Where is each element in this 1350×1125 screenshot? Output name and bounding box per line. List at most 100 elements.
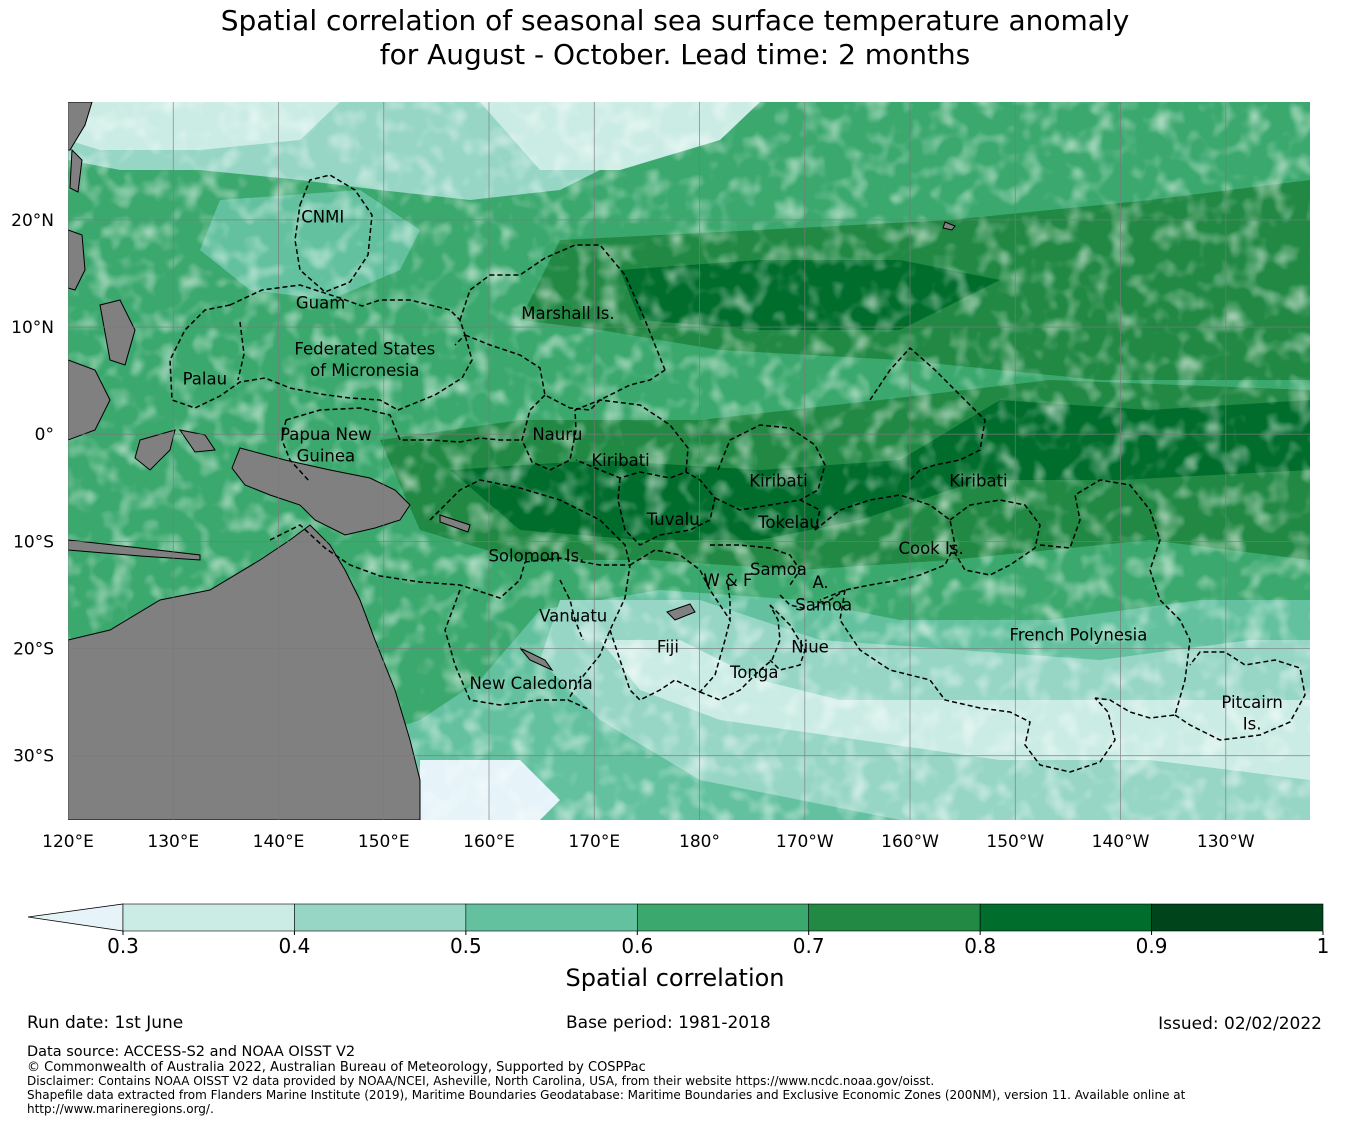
- taiwan: [69, 148, 83, 193]
- region-label: Cook Is.: [898, 539, 963, 558]
- issued-date: Issued: 02/02/2022: [1158, 1014, 1322, 1034]
- map-plot-area: CNMI Guam Marshall Is. Federated States of M…: [68, 102, 1310, 820]
- region-label: Marshall Is.: [521, 304, 614, 323]
- marshall-north-boundary: [459, 244, 666, 371]
- fiji-island: [666, 603, 696, 621]
- sulawesi: [134, 429, 176, 471]
- cook-islands-boundary: [814, 494, 956, 601]
- lon-tick-label: 140°W: [1092, 832, 1150, 852]
- colorbar-extend-triangle: [27, 903, 124, 932]
- lat-tick-label: 30°S: [13, 747, 54, 767]
- french-polynesia-north-boundary: [949, 499, 1041, 576]
- png-north-boundary: [285, 407, 522, 443]
- nauru-boundary: [521, 394, 577, 471]
- samoa-boundary: [710, 544, 801, 586]
- kiribati-phoenix-boundary: [717, 424, 826, 501]
- china-coast: [68, 102, 93, 151]
- lon-tick-label: 160°E: [463, 832, 515, 852]
- disclaimer: Disclaimer: Contains NOAA OISST V2 data …: [27, 1074, 935, 1088]
- cnmi-boundary: [294, 174, 373, 293]
- vanuatu-east-boundary: [524, 557, 631, 701]
- colorbar-segment: [1151, 903, 1324, 932]
- lon-tick-label: 180°: [679, 832, 720, 852]
- data-source: Data source: ACCESS-S2 and NOAA OISST V2: [27, 1044, 356, 1060]
- tokelau-boundary: [714, 497, 821, 531]
- new-caledonia: [519, 647, 554, 672]
- colorbar-segment: [636, 903, 810, 932]
- region-label: of Micronesia: [310, 361, 419, 380]
- solomon-islands: [439, 514, 471, 533]
- colorbar-tick-label: 0.4: [279, 934, 311, 958]
- eez-boundaries: [169, 174, 1306, 773]
- american-samoa-boundary: [779, 589, 846, 611]
- lon-tick-label: 120°E: [42, 832, 94, 852]
- french-polynesia-south-boundary: [839, 589, 1116, 773]
- colorbar-segment: [979, 903, 1152, 932]
- palau-boundary: [169, 304, 399, 411]
- lon-tick-label: 170°E: [568, 832, 620, 852]
- lat-tick-label: 20°N: [11, 211, 54, 231]
- region-label: Tuvalu: [646, 510, 700, 529]
- lesser-sundas: [68, 539, 201, 561]
- region-label: Niue: [791, 637, 829, 656]
- region-label: New Caledonia: [469, 674, 592, 693]
- colorbar-segments: [122, 903, 1324, 932]
- region-label: Kiribati: [591, 451, 649, 470]
- correlation-map: CNMI Guam Marshall Is. Federated States of M…: [11, 102, 1329, 958]
- region-labels: CNMI Guam Marshall Is. Federated States of M…: [183, 208, 1283, 734]
- lat-tick-label: 10°S: [13, 532, 54, 552]
- region-label: Tonga: [729, 663, 778, 682]
- lat-tick-label: 10°N: [11, 318, 54, 338]
- colorbar-tick-label: 0.3: [107, 934, 139, 958]
- fsm-north-boundary: [229, 284, 466, 346]
- region-label: Guam: [296, 293, 345, 312]
- shapefile-url: http://www.marineregions.org/.: [27, 1102, 214, 1116]
- colorbar-tick-label: 0.8: [964, 934, 996, 958]
- colorbar-tick-label: 0.5: [450, 934, 482, 958]
- colorbar: 0.3 0.4 0.5 0.6 0.7 0.8 0.9 1: [27, 903, 1329, 958]
- fiji-boundary: [609, 619, 731, 701]
- borneo: [68, 359, 111, 441]
- region-label: Guinea: [297, 447, 356, 466]
- colorbar-tick-labels: 0.3 0.4 0.5 0.6 0.7 0.8 0.9 1: [107, 931, 1329, 958]
- fsm-east-boundary: [397, 334, 473, 411]
- colorbar-tick-label: 0.7: [793, 934, 825, 958]
- region-label: Federated States: [294, 339, 435, 358]
- region-label: Vanuatu: [539, 606, 607, 625]
- chart-title-line1: Spatial correlation of seasonal sea surf…: [220, 4, 1130, 37]
- png-west-boundary: [281, 419, 311, 483]
- region-label: Fiji: [657, 637, 679, 656]
- hawaii-island: [942, 221, 956, 231]
- australia: [68, 524, 421, 820]
- latitude-tick-labels: 20°N 10°N 0° 10°S 20°S 30°S: [11, 211, 54, 767]
- lon-tick-label: 160°W: [881, 832, 939, 852]
- colorbar-tick-label: 1: [1317, 934, 1330, 958]
- run-date: Run date: 1st June: [27, 1013, 184, 1033]
- lat-tick-label: 0°: [35, 425, 54, 445]
- shapefile-credit: Shapefile data extracted from Flanders M…: [27, 1088, 1186, 1102]
- new-guinea: [231, 447, 411, 536]
- colorbar-segment: [294, 903, 467, 932]
- region-label: A.: [812, 573, 828, 592]
- lon-tick-label: 140°E: [253, 832, 305, 852]
- region-label: W & F: [703, 571, 752, 590]
- region-label: Papua New: [280, 425, 372, 444]
- longitude-tick-labels: 120°E 130°E 140°E 150°E 160°E 170°E 180° 170°W 1…: [42, 832, 1255, 852]
- copyright: © Commonwealth of Australia 2022, Austra…: [27, 1060, 646, 1075]
- graticule: [68, 102, 1310, 820]
- halmahera: [178, 429, 216, 453]
- region-label: Is.: [1243, 715, 1262, 734]
- pitcairn-boundary: [1174, 651, 1306, 741]
- land-masses: [68, 102, 956, 820]
- region-label: Kiribati: [749, 471, 807, 490]
- niue-boundary: [769, 604, 806, 671]
- region-label: Pitcairn: [1221, 693, 1282, 712]
- colorbar-tick-label: 0.9: [1136, 934, 1168, 958]
- mindanao: [99, 299, 136, 366]
- region-label: Solomon Is.: [488, 546, 584, 565]
- luzon: [68, 229, 86, 291]
- tonga-boundary: [699, 604, 781, 701]
- region-label: Tokelau: [757, 513, 820, 532]
- colorbar-label: Spatial correlation: [565, 964, 785, 992]
- region-label: Samoa: [795, 596, 852, 615]
